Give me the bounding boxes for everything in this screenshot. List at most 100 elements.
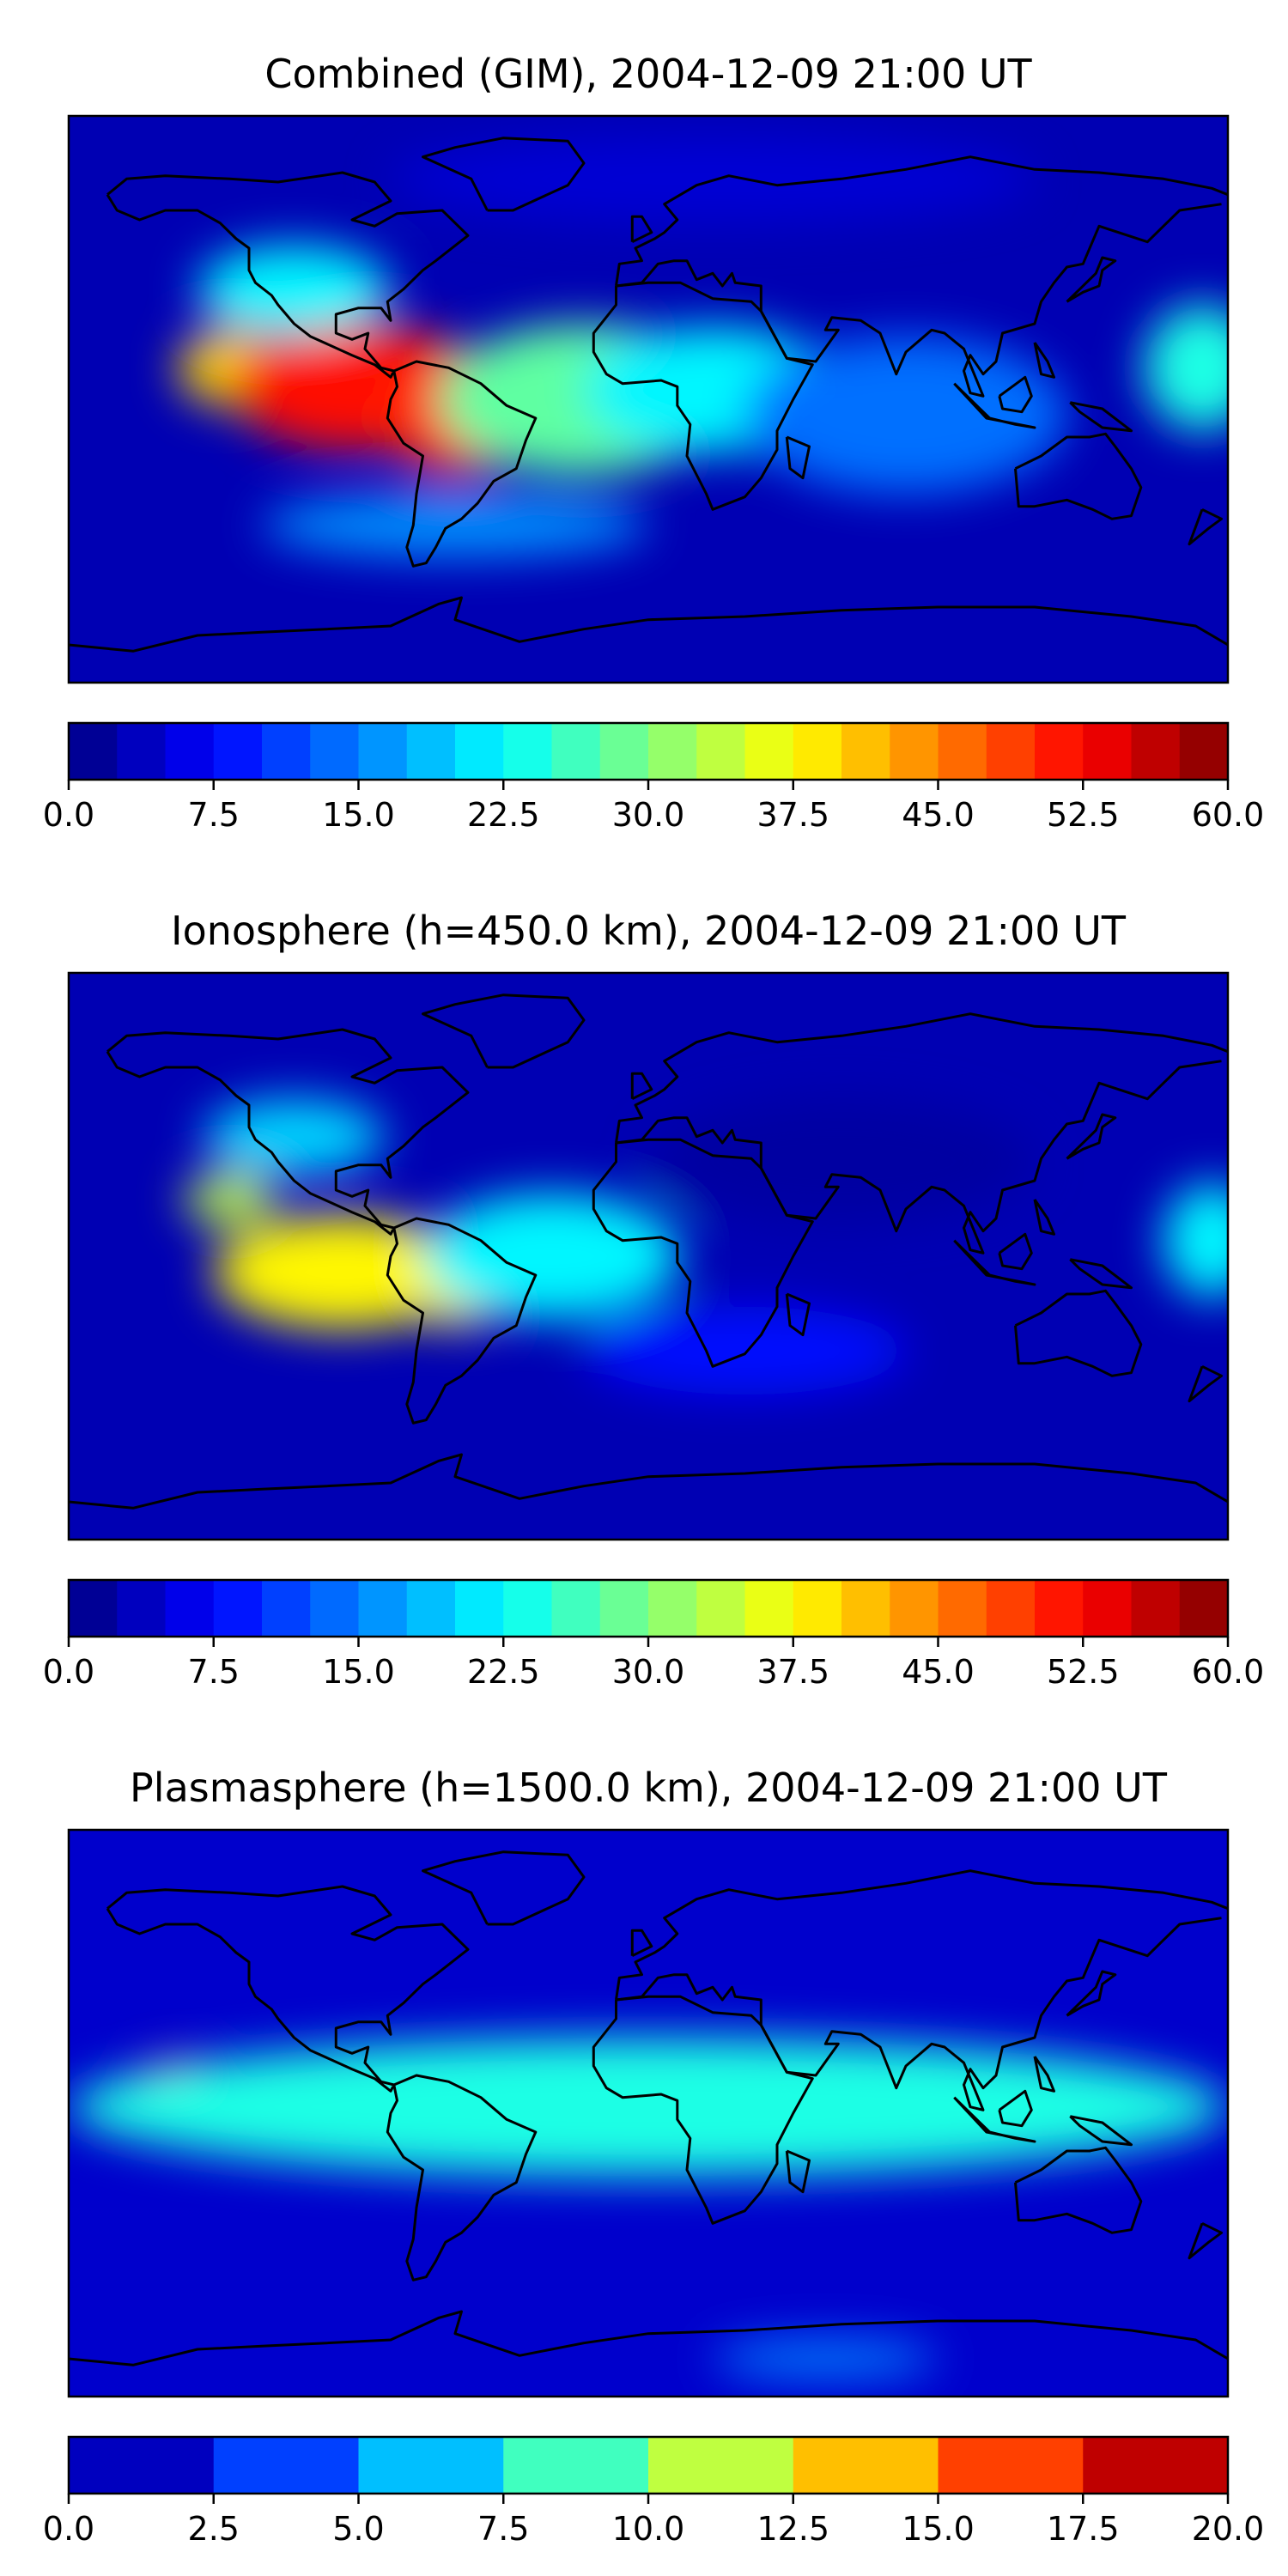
density-region [204,1098,385,1175]
panel-combined: Combined (GIM), 2004-12-09 21:00 UT 0.0 7… [43,51,1265,834]
colorbar-swatch [503,1580,553,1637]
colorbar-swatch [406,723,456,780]
colorbar-swatch [1035,723,1084,780]
colorbar-tick-label: 30.0 [612,1653,685,1691]
map-frame [67,114,1230,684]
coastline [630,215,653,244]
coastline [1066,256,1117,303]
colorbar-tick-label: 30.0 [612,796,685,834]
colorbar-tick-label: 37.5 [756,796,829,834]
panel-title: Combined (GIM), 2004-12-09 21:00 UT [264,51,1032,97]
coastline [616,1060,1222,1255]
colorbar-swatch [310,723,360,780]
colorbar-swatch [793,723,842,780]
colorbar-tick-label: 60.0 [1192,1653,1265,1691]
colorbar-tick-label: 0.0 [43,2510,94,2548]
colorbar-tick-label: 7.5 [477,2510,529,2548]
density-region [391,135,1035,223]
colorbar-tick-label: 5.0 [332,2510,384,2548]
colorbar-swatch [165,1580,215,1637]
colorbar-swatch [599,1580,649,1637]
colorbar-tick-label: 20.0 [1192,2510,1265,2548]
density-region [1144,305,1228,431]
colorbar-swatch [1083,2437,1229,2494]
colorbar-tick-label: 22.5 [467,1653,540,1691]
colorbar-tick-label: 12.5 [756,2510,829,2548]
density-region [197,245,391,333]
coastline [998,2089,1033,2128]
colorbar-swatch [938,2437,1084,2494]
colorbar-tick-label: 22.5 [467,796,540,834]
panel-title: Ionosphere (h=450.0 km), 2004-12-09 21:0… [171,908,1127,954]
density-region [69,2038,1228,2177]
colorbar-swatch [503,2437,649,2494]
coastline [386,2074,538,2281]
coastline [1033,2056,1055,2093]
colorbar-swatch [213,2437,360,2494]
density-region [185,1174,275,1225]
colorbar-swatch [938,723,987,780]
coastline [592,1138,814,1368]
coastline [953,1239,1036,1286]
colorbar-swatch [986,1580,1036,1637]
coastline [69,596,1228,653]
density-region [262,494,648,557]
panel-ionosphere: Ionosphere (h=450.0 km), 2004-12-09 21:0… [43,908,1265,1691]
colorbar-swatch [358,1580,408,1637]
map-area [67,971,1230,1541]
colorbar-tick-label: 0.0 [43,796,94,834]
colorbar-swatch [648,2437,794,2494]
colorbar: 0.0 2.5 5.0 7.5 10.0 12.5 15.0 17.5 20.0 [43,2435,1265,2548]
coastline [785,1292,811,1337]
colorbar-tick-label: 45.0 [902,1653,975,1691]
colorbar: 0.0 7.5 15.0 22.5 30.0 37.5 45.0 52.5 60.0 [43,1578,1265,1691]
density-region [584,1306,906,1395]
colorbar-swatch [1083,1580,1133,1637]
colorbar-tick-label: 15.0 [902,2510,975,2548]
density-region [744,336,1067,494]
coastline [615,1012,1228,1144]
colorbar: 0.0 7.5 15.0 22.5 30.0 37.5 45.0 52.5 60.0 [43,721,1265,834]
coastline [1188,2221,1223,2260]
coastlines [69,137,1228,653]
colorbar-tick-label: 2.5 [188,2510,240,2548]
colorbar-swatch [551,723,601,780]
panel-title: Plasmasphere (h=1500.0 km), 2004-12-09 2… [130,1765,1168,1811]
colorbar-tick-label: 52.5 [1047,1653,1120,1691]
colorbar-swatch [406,1580,456,1637]
colorbar-swatch [841,1580,890,1637]
colorbar-swatch [890,1580,939,1637]
coastline [1033,342,1055,379]
coastline [1069,1258,1133,1290]
colorbar-tick-label: 0.0 [43,1653,94,1691]
colorbar-swatch [69,723,118,780]
colorbar-swatch [938,1580,987,1637]
map-area [67,114,1230,684]
coastline [1014,1289,1143,1377]
coastline [785,435,811,480]
colorbar-swatch [213,723,263,780]
colorbar-swatch [455,1580,504,1637]
colorbar-swatch [551,1580,601,1637]
coastline [1188,1364,1223,1403]
coastline [953,2096,1036,2143]
coastline [592,281,814,511]
colorbar-swatch [503,723,553,780]
coastline [1066,1113,1117,1160]
coastline [1188,507,1223,546]
colorbar-swatch [455,723,504,780]
coastline [616,1917,1222,2111]
colorbar-tick-label: 17.5 [1047,2510,1120,2548]
coastline [386,1217,538,1425]
colorbar-swatch [69,2437,215,2494]
coastline [1014,432,1143,520]
density-region [422,1193,681,1320]
colorbar-tick-label: 60.0 [1192,796,1265,834]
coastlines [69,1850,1228,2366]
colorbar-swatch [117,723,167,780]
density-region [648,1098,1035,1225]
coastline [69,2310,1228,2366]
colorbar-swatch [1131,723,1181,780]
colorbar-swatch [1131,1580,1181,1637]
